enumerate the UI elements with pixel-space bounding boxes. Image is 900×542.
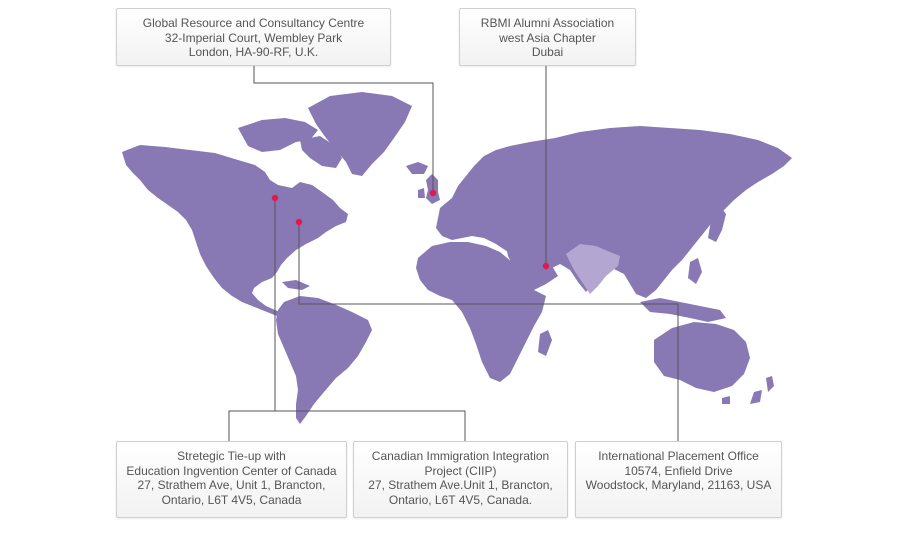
london-office-street: 32-Imperial Court, Wembley Park [164,30,343,45]
ciip-street: 27, Strathem Ave.Unit 1, Brancton, [368,478,553,492]
usa-connector [298,222,679,441]
dubai-office-name: RBMI Alumni Association [480,16,615,30]
london-marker-icon[interactable] [429,189,437,197]
dubai-office-city: Dubai [531,45,564,59]
new-zealand-landmass [750,376,774,404]
africa-landmass [416,242,546,382]
usa-office-name: International Placement Office [598,449,759,463]
iceland-landmass [406,162,428,174]
south-america-landmass [276,296,372,424]
canada-tieup-office-box: Stretegic Tie-up with Education Ingventi… [116,441,347,518]
london-office-name: Global Resource and Consultancy Centre [142,16,365,30]
usa-office-box: International Placement Office 10574, En… [575,441,782,518]
london-connector [253,66,434,193]
madagascar-landmass [538,330,552,356]
continents [122,92,792,424]
usa-marker-icon[interactable] [295,218,303,226]
ciip-abbreviation: Project (CIIP) [424,463,497,478]
tasmania-landmass [722,396,730,404]
dubai-marker-icon[interactable] [542,262,550,270]
canada-tieup-connector [228,198,276,441]
ireland-landmass [418,188,425,198]
usa-office-street: 10574, Enfield Drive [624,463,733,478]
ciip-connector [275,410,466,441]
india-highlight [566,244,620,294]
arabia-landmass [506,244,558,290]
greenland-landmass [308,92,412,176]
london-office-box: Global Resource and Consultancy Centre 3… [116,8,391,66]
ciip-city: Ontario, L6T 4V5, Canada. [388,492,533,507]
canada-marker-icon[interactable] [271,194,279,202]
australia-landmass [654,322,750,392]
connector-lines [228,66,679,441]
ciip-office-box: Canadian Immigration Integration Project… [353,441,568,518]
dubai-office-box: RBMI Alumni Association west Asia Chapte… [459,8,636,66]
philippines-islands [688,258,702,284]
canada-tieup-title: Stretegic Tie-up with [177,449,286,463]
japan-landmass [708,206,726,242]
canada-tieup-street: 27, Strathem Ave, Unit 1, Brancton, [137,478,326,492]
ciip-title: Canadian Immigration Integration [371,449,550,463]
usa-office-city: Woodstock, Maryland, 21163, USA [585,478,772,492]
dubai-office-chapter: west Asia Chapter [499,30,596,45]
caribbean-islands [282,280,310,290]
arctic-islands [238,118,318,152]
se-asia-islands [640,298,726,322]
north-america-landmass [122,145,348,324]
london-office-city: London, HA-90-RF, U.K. [188,45,319,59]
canada-tieup-city: Ontario, L6T 4V5, Canada [161,492,302,507]
location-markers [271,189,550,270]
canada-tieup-organization: Education Ingvention Center of Canada [126,463,337,478]
